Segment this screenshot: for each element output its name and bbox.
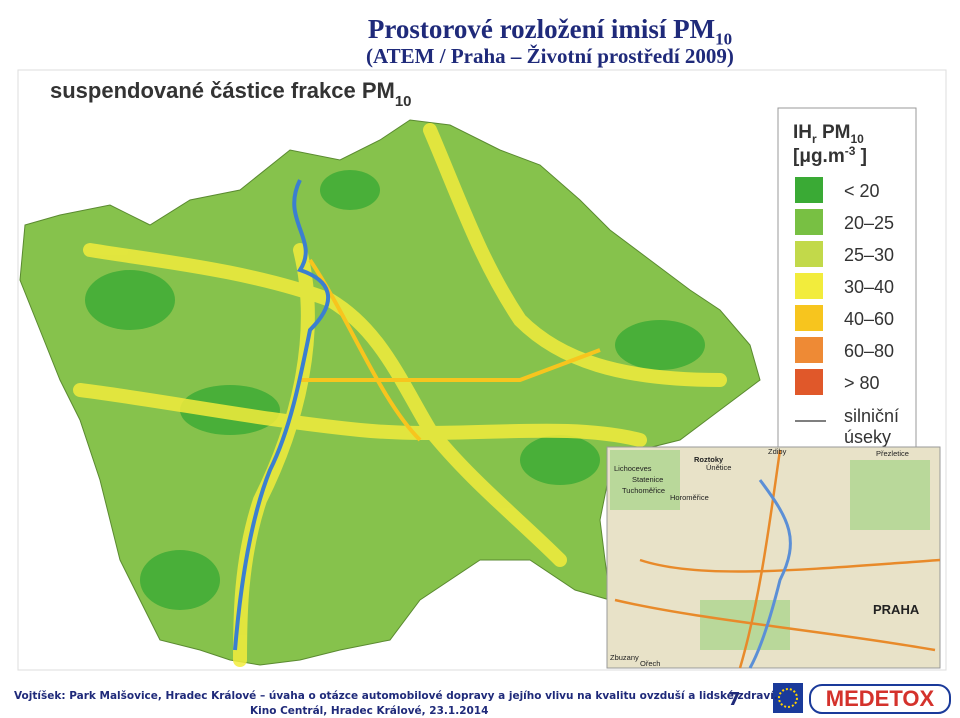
legend-unit: [μg.m-3 ]: [793, 144, 867, 167]
inset-label: Tuchoměřice: [622, 486, 665, 495]
subtitle: (ATEM / Praha – Životní prostředí 2009): [366, 44, 734, 68]
legend-label: 40–60: [844, 309, 894, 329]
inset-label: Únětice: [706, 463, 731, 472]
map-title-sub: 10: [395, 93, 412, 110]
footer-line: Vojtíšek: Park Malšovice, Hradec Králové…: [14, 690, 778, 702]
page-number: 7: [728, 689, 741, 710]
inset-label: Zdiby: [768, 447, 787, 456]
inset-green: [610, 450, 930, 650]
legend-swatch: [795, 177, 823, 203]
title-sub: 10: [715, 29, 733, 49]
title: Prostorové rozložení imisí PM10: [300, 14, 800, 54]
legend-label: 25–30: [844, 245, 894, 265]
inset-label: Přezletice: [876, 449, 909, 458]
lt3: PM: [817, 122, 851, 143]
road-label: úseky: [844, 427, 891, 447]
legend-swatch: [795, 337, 823, 363]
footer-line: Kino Centrál, Hradec Králové, 23.1.2014: [250, 705, 489, 717]
lt1: IH: [793, 122, 812, 143]
legend-swatch: [795, 273, 823, 299]
inset-river: [748, 479, 792, 669]
inset-label: Lichoceves: [614, 464, 652, 473]
lu1: [μg.m: [793, 146, 845, 167]
road-label: silniční: [844, 406, 899, 426]
legend-label: < 20: [844, 181, 880, 201]
inset-roads: [614, 449, 941, 669]
eu-stars: [778, 688, 798, 708]
lt4: 10: [850, 132, 864, 146]
inset-label: PRAHA: [873, 602, 920, 617]
legend-swatch: [795, 369, 823, 395]
legend-swatch: [795, 209, 823, 235]
legend-swatch: [795, 241, 823, 267]
legend-label: 20–25: [844, 213, 894, 233]
map-title-text: suspendované částice frakce PM: [50, 78, 395, 103]
map-title: suspendované částice frakce PM10: [50, 78, 412, 110]
legend-items: < 20 20–25 25–30 30–40 40–60 60–80 > 80: [795, 177, 894, 395]
legend-label: > 80: [844, 373, 880, 393]
legend-label: 60–80: [844, 341, 894, 361]
legend-label: 30–40: [844, 277, 894, 297]
inset-label: Zbuzany: [610, 653, 639, 662]
logo-frame: [809, 684, 951, 714]
lt2: r: [812, 132, 817, 146]
inset-label: Statenice: [632, 475, 663, 484]
lu3: ]: [855, 146, 867, 167]
legend-swatch: [795, 305, 823, 331]
inset-label: Ořech: [640, 659, 660, 668]
title-text: Prostorové rozložení imisí PM: [367, 14, 716, 44]
pollution-bands: [73, 123, 727, 667]
lu2: -3: [845, 144, 856, 158]
inset-label: Horoměřice: [670, 493, 709, 502]
river: [233, 179, 331, 651]
inset-label: Roztoky: [694, 455, 724, 464]
legend-title: IHr PM10: [793, 122, 864, 146]
logo-text: MEDETOX: [826, 686, 935, 711]
